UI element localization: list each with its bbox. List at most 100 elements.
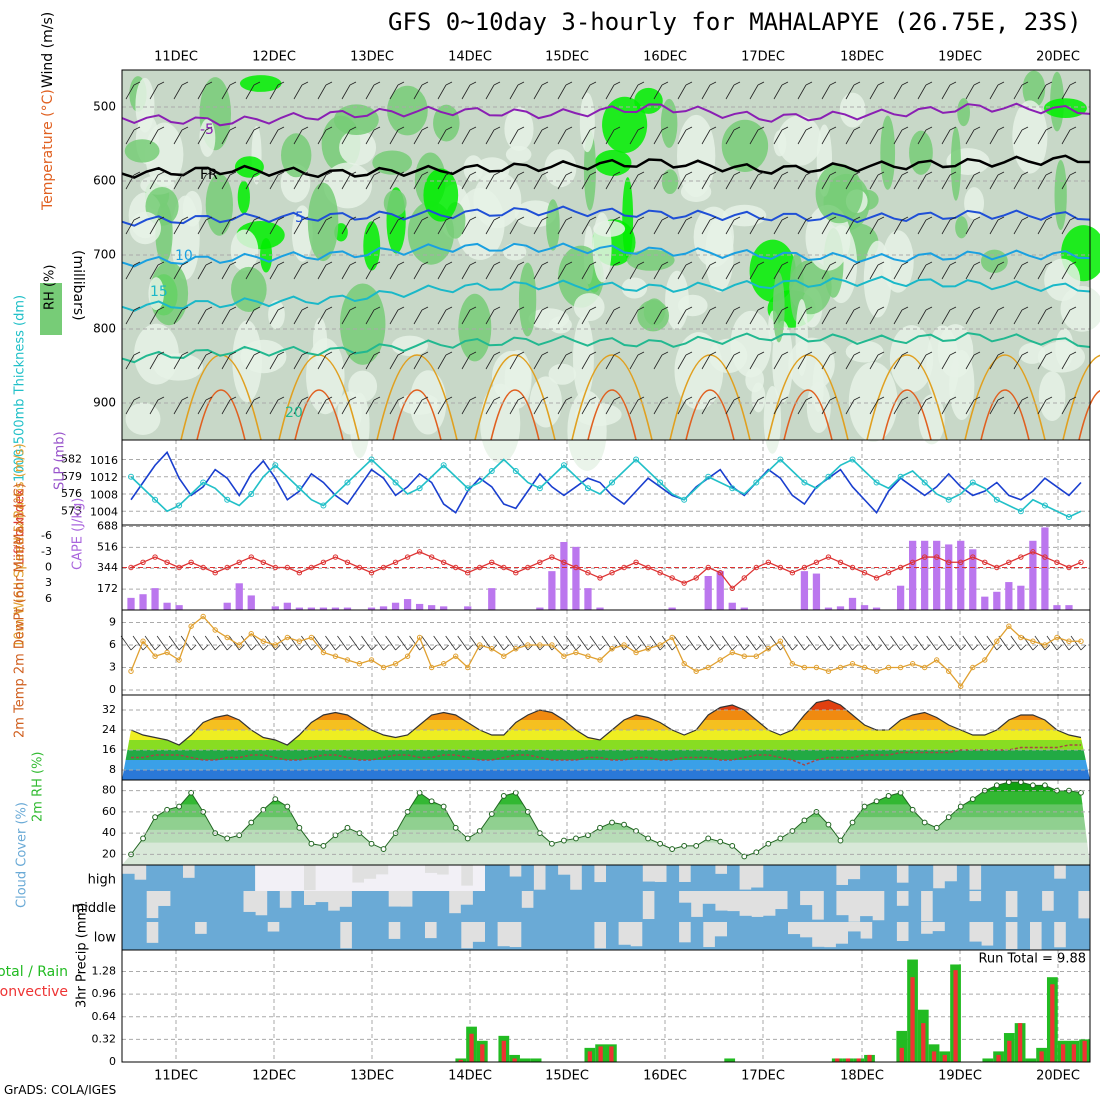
- rh2m-point: [717, 838, 724, 845]
- precip-convective-bar: [1007, 1040, 1012, 1062]
- wind-barb-upper: [653, 81, 669, 100]
- cloud-cell: [811, 946, 825, 950]
- wind-barb-upper: [605, 306, 621, 325]
- wind-barb-upper: [773, 216, 789, 235]
- wind-barb-upper: [365, 216, 381, 235]
- cloud-cell: [170, 891, 183, 922]
- thickness-point: [945, 496, 952, 503]
- wind-barb-upper: [389, 261, 405, 280]
- wind-barb-10m: [770, 635, 786, 651]
- wind-barb-10m: [228, 635, 245, 651]
- y-tick-label: 8: [109, 763, 116, 776]
- wind-barb-10m: [709, 635, 726, 651]
- wind-barb-upper: [1061, 126, 1077, 145]
- wind-speed-point: [921, 664, 928, 671]
- cloud-cell: [497, 891, 510, 922]
- y-tick-label: 40: [102, 826, 116, 839]
- wind-barb-upper: [629, 81, 645, 100]
- cloud-cell: [932, 931, 946, 950]
- wind-barb-upper: [653, 216, 669, 235]
- precip-convective-bar: [609, 1046, 614, 1062]
- cloud-cell: [811, 865, 825, 891]
- rh-band: [122, 816, 1090, 830]
- cloud-cell: [835, 884, 849, 891]
- wind-barb-upper: [629, 216, 645, 235]
- wind-barb-upper: [917, 396, 933, 415]
- wind-barb-upper: [677, 261, 693, 280]
- rh-shading-cell: [333, 104, 379, 136]
- isotherm-25: [474, 354, 556, 441]
- wind-barb-upper: [293, 396, 309, 415]
- lifted-index-point: [501, 564, 507, 571]
- wind-barb-upper: [413, 171, 429, 190]
- lifted-index-point: [392, 559, 399, 565]
- y-tick-label: 0: [109, 683, 116, 696]
- rh-shading-cell: [474, 157, 510, 183]
- wind-barb-upper: [1061, 261, 1077, 280]
- cloud-cell: [751, 916, 764, 922]
- isotherm-30: [783, 389, 833, 441]
- rh2m-point: [1029, 782, 1036, 789]
- precip-convective-bar: [996, 1054, 1001, 1062]
- legend-swatch-rh: [40, 283, 62, 335]
- wind-barb-upper: [869, 351, 885, 370]
- wind-barb-upper: [581, 171, 597, 190]
- wind-barb-upper: [1061, 306, 1077, 325]
- precip-convective-bar: [1071, 1044, 1077, 1062]
- wind-barb-upper: [677, 306, 693, 325]
- cloud-cell: [497, 865, 510, 891]
- wind-barb-10m: [950, 635, 967, 651]
- cloud-cell: [956, 922, 970, 950]
- y-axis-title-cape: CAPE (J/kg): [71, 498, 86, 570]
- wind-barb-upper: [941, 126, 957, 145]
- cloud-cell: [944, 881, 958, 891]
- precip-convective-bar: [1082, 1040, 1087, 1062]
- lifted-index-point: [597, 575, 603, 581]
- wind-barb-upper: [485, 306, 501, 325]
- y-tick-label: 20: [102, 847, 116, 860]
- wind-barb-upper: [749, 351, 765, 370]
- precip-convective-bar: [942, 1054, 947, 1062]
- y-axis-title-wind10m: 10m Wind Speed & Barbs (m/s): [13, 443, 28, 648]
- rh2m-point: [969, 796, 976, 803]
- wind-barb-upper: [629, 261, 645, 280]
- cape-bar: [728, 602, 736, 610]
- wind-barb-upper: [797, 126, 813, 145]
- temperature-band: [122, 710, 1090, 720]
- lifted-index-point: [489, 559, 495, 565]
- panel-frame-slp: [121, 439, 1091, 526]
- cloud-cell: [811, 919, 825, 922]
- cape-bar: [704, 576, 712, 610]
- wind-speed-point: [609, 646, 615, 652]
- isotherm-25: [767, 354, 849, 441]
- lifted-index-point: [152, 554, 158, 560]
- wind-barb-upper: [821, 261, 837, 280]
- wind-speed-point: [272, 642, 279, 648]
- cloud-cell: [969, 889, 982, 891]
- wind-barb-upper: [413, 216, 429, 235]
- cloud-cell: [194, 865, 208, 891]
- wind-barb-10m: [974, 635, 991, 651]
- wind-barb-10m: [349, 635, 365, 651]
- wind-barb-upper: [677, 171, 693, 190]
- wind-barb-10m: [782, 635, 798, 651]
- wind-speed-point: [452, 653, 459, 659]
- wind-speed-point: [356, 661, 363, 667]
- wind-barb-upper: [557, 171, 573, 190]
- wind-barb-upper: [725, 351, 741, 370]
- cloud-cell: [569, 922, 583, 950]
- wind-barb-upper: [197, 126, 213, 145]
- wind-barb-upper: [269, 261, 285, 280]
- wind-barb-10m: [301, 635, 317, 651]
- wind-barb-upper: [1061, 396, 1077, 415]
- cape-bar: [319, 607, 328, 610]
- cape-bar: [415, 603, 424, 610]
- wind-barb-upper: [845, 216, 861, 235]
- y-tick-label-li: -6: [41, 529, 52, 542]
- cloud-cell: [134, 891, 147, 922]
- lifted-index-point: [982, 559, 988, 565]
- wind-barb-upper: [821, 126, 837, 145]
- cloud-cell: [279, 907, 292, 922]
- wind-barb-upper: [149, 261, 165, 280]
- legend-label-rh: RH (%): [43, 265, 58, 310]
